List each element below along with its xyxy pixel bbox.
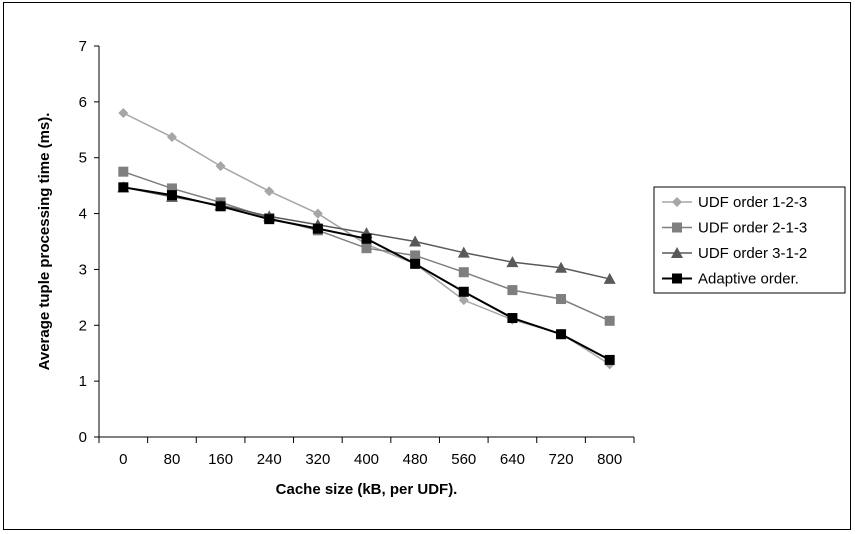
data-point	[604, 315, 615, 326]
data-point	[166, 190, 177, 201]
x-tick-label: 160	[208, 451, 233, 468]
series-4	[118, 182, 615, 365]
data-point	[506, 256, 519, 268]
y-tick-label: 4	[79, 206, 87, 223]
legend-label: Adaptive order.	[698, 271, 799, 288]
data-point	[312, 223, 323, 234]
data-point	[603, 272, 616, 284]
x-tick-label: 800	[597, 451, 622, 468]
data-point	[555, 261, 568, 273]
data-point	[264, 186, 275, 197]
legend-label: UDF order 3-1-2	[698, 245, 807, 262]
series-line	[123, 186, 611, 361]
y-tick-label: 3	[79, 261, 87, 278]
legend-item: UDF order 3-1-2	[662, 245, 807, 262]
y-axis-title: Average tuple processing time (ms).	[36, 113, 53, 371]
data-point	[118, 108, 129, 119]
x-tick-label: 400	[354, 451, 379, 468]
data-point	[507, 285, 518, 296]
data-point	[118, 182, 129, 193]
y-tick-label: 5	[79, 150, 87, 167]
legend-item: UDF order 1-2-3	[662, 194, 807, 211]
y-tick-label: 2	[79, 317, 87, 334]
y-tick-label: 1	[79, 373, 87, 390]
x-tick-label: 240	[257, 451, 282, 468]
data-point	[166, 132, 177, 143]
data-point	[361, 243, 372, 254]
data-point	[166, 183, 177, 194]
data-point	[215, 201, 226, 212]
x-tick-label: 80	[164, 451, 181, 468]
y-axis-ticks: 0 1 2 3 4 5 6 7	[79, 38, 99, 446]
data-point	[409, 235, 422, 247]
data-point	[215, 161, 226, 172]
legend-swatch-marker	[672, 273, 682, 284]
data-point	[604, 354, 615, 365]
data-point	[458, 295, 469, 306]
legend-box	[653, 186, 846, 294]
x-axis-title: Cache size (kB, per UDF).	[276, 481, 458, 498]
x-tick-label: 320	[305, 451, 330, 468]
series-2	[118, 166, 615, 326]
line-chart: 0 80 160 240 320 400 480 560 640 720 800 01234567 …	[36, 38, 846, 498]
y-tick-label: 7	[79, 38, 87, 55]
legend-swatch-marker	[672, 222, 682, 233]
data-point	[312, 208, 323, 219]
x-tick-label: 480	[403, 451, 428, 468]
data-point	[507, 313, 518, 324]
x-tick-label: 640	[500, 451, 525, 468]
data-point	[118, 166, 129, 177]
data-point	[361, 233, 372, 244]
legend-label: UDF order 1-2-3	[698, 194, 807, 211]
legend-swatch-marker	[672, 197, 682, 207]
data-point	[556, 329, 567, 340]
data-point	[410, 258, 421, 269]
x-tick-label: 560	[451, 451, 476, 468]
series-layer	[117, 108, 616, 370]
legend-label: UDF order 2-1-3	[698, 220, 807, 237]
data-point	[556, 294, 567, 305]
legend-swatch-marker	[671, 247, 683, 258]
x-tick-label: 720	[549, 451, 574, 468]
x-tick-label: 0	[119, 451, 127, 468]
legend-item: Adaptive order.	[662, 271, 799, 288]
y-tick-label: 0	[79, 429, 87, 446]
x-axis-ticks: 0 80 160 240 320 400 480 560 640 720 800	[98, 437, 635, 468]
legend-item: UDF order 2-1-3	[662, 220, 807, 237]
data-point	[457, 246, 470, 258]
y-tick-label: 6	[79, 94, 87, 111]
data-point	[458, 267, 469, 278]
series-3	[117, 181, 616, 284]
plot-area	[98, 46, 634, 438]
data-point	[264, 214, 275, 225]
legend: UDF order 1-2-3 UDF order 2-1-3 UDF order …	[653, 186, 846, 294]
data-point	[458, 286, 469, 297]
data-point	[410, 250, 421, 261]
